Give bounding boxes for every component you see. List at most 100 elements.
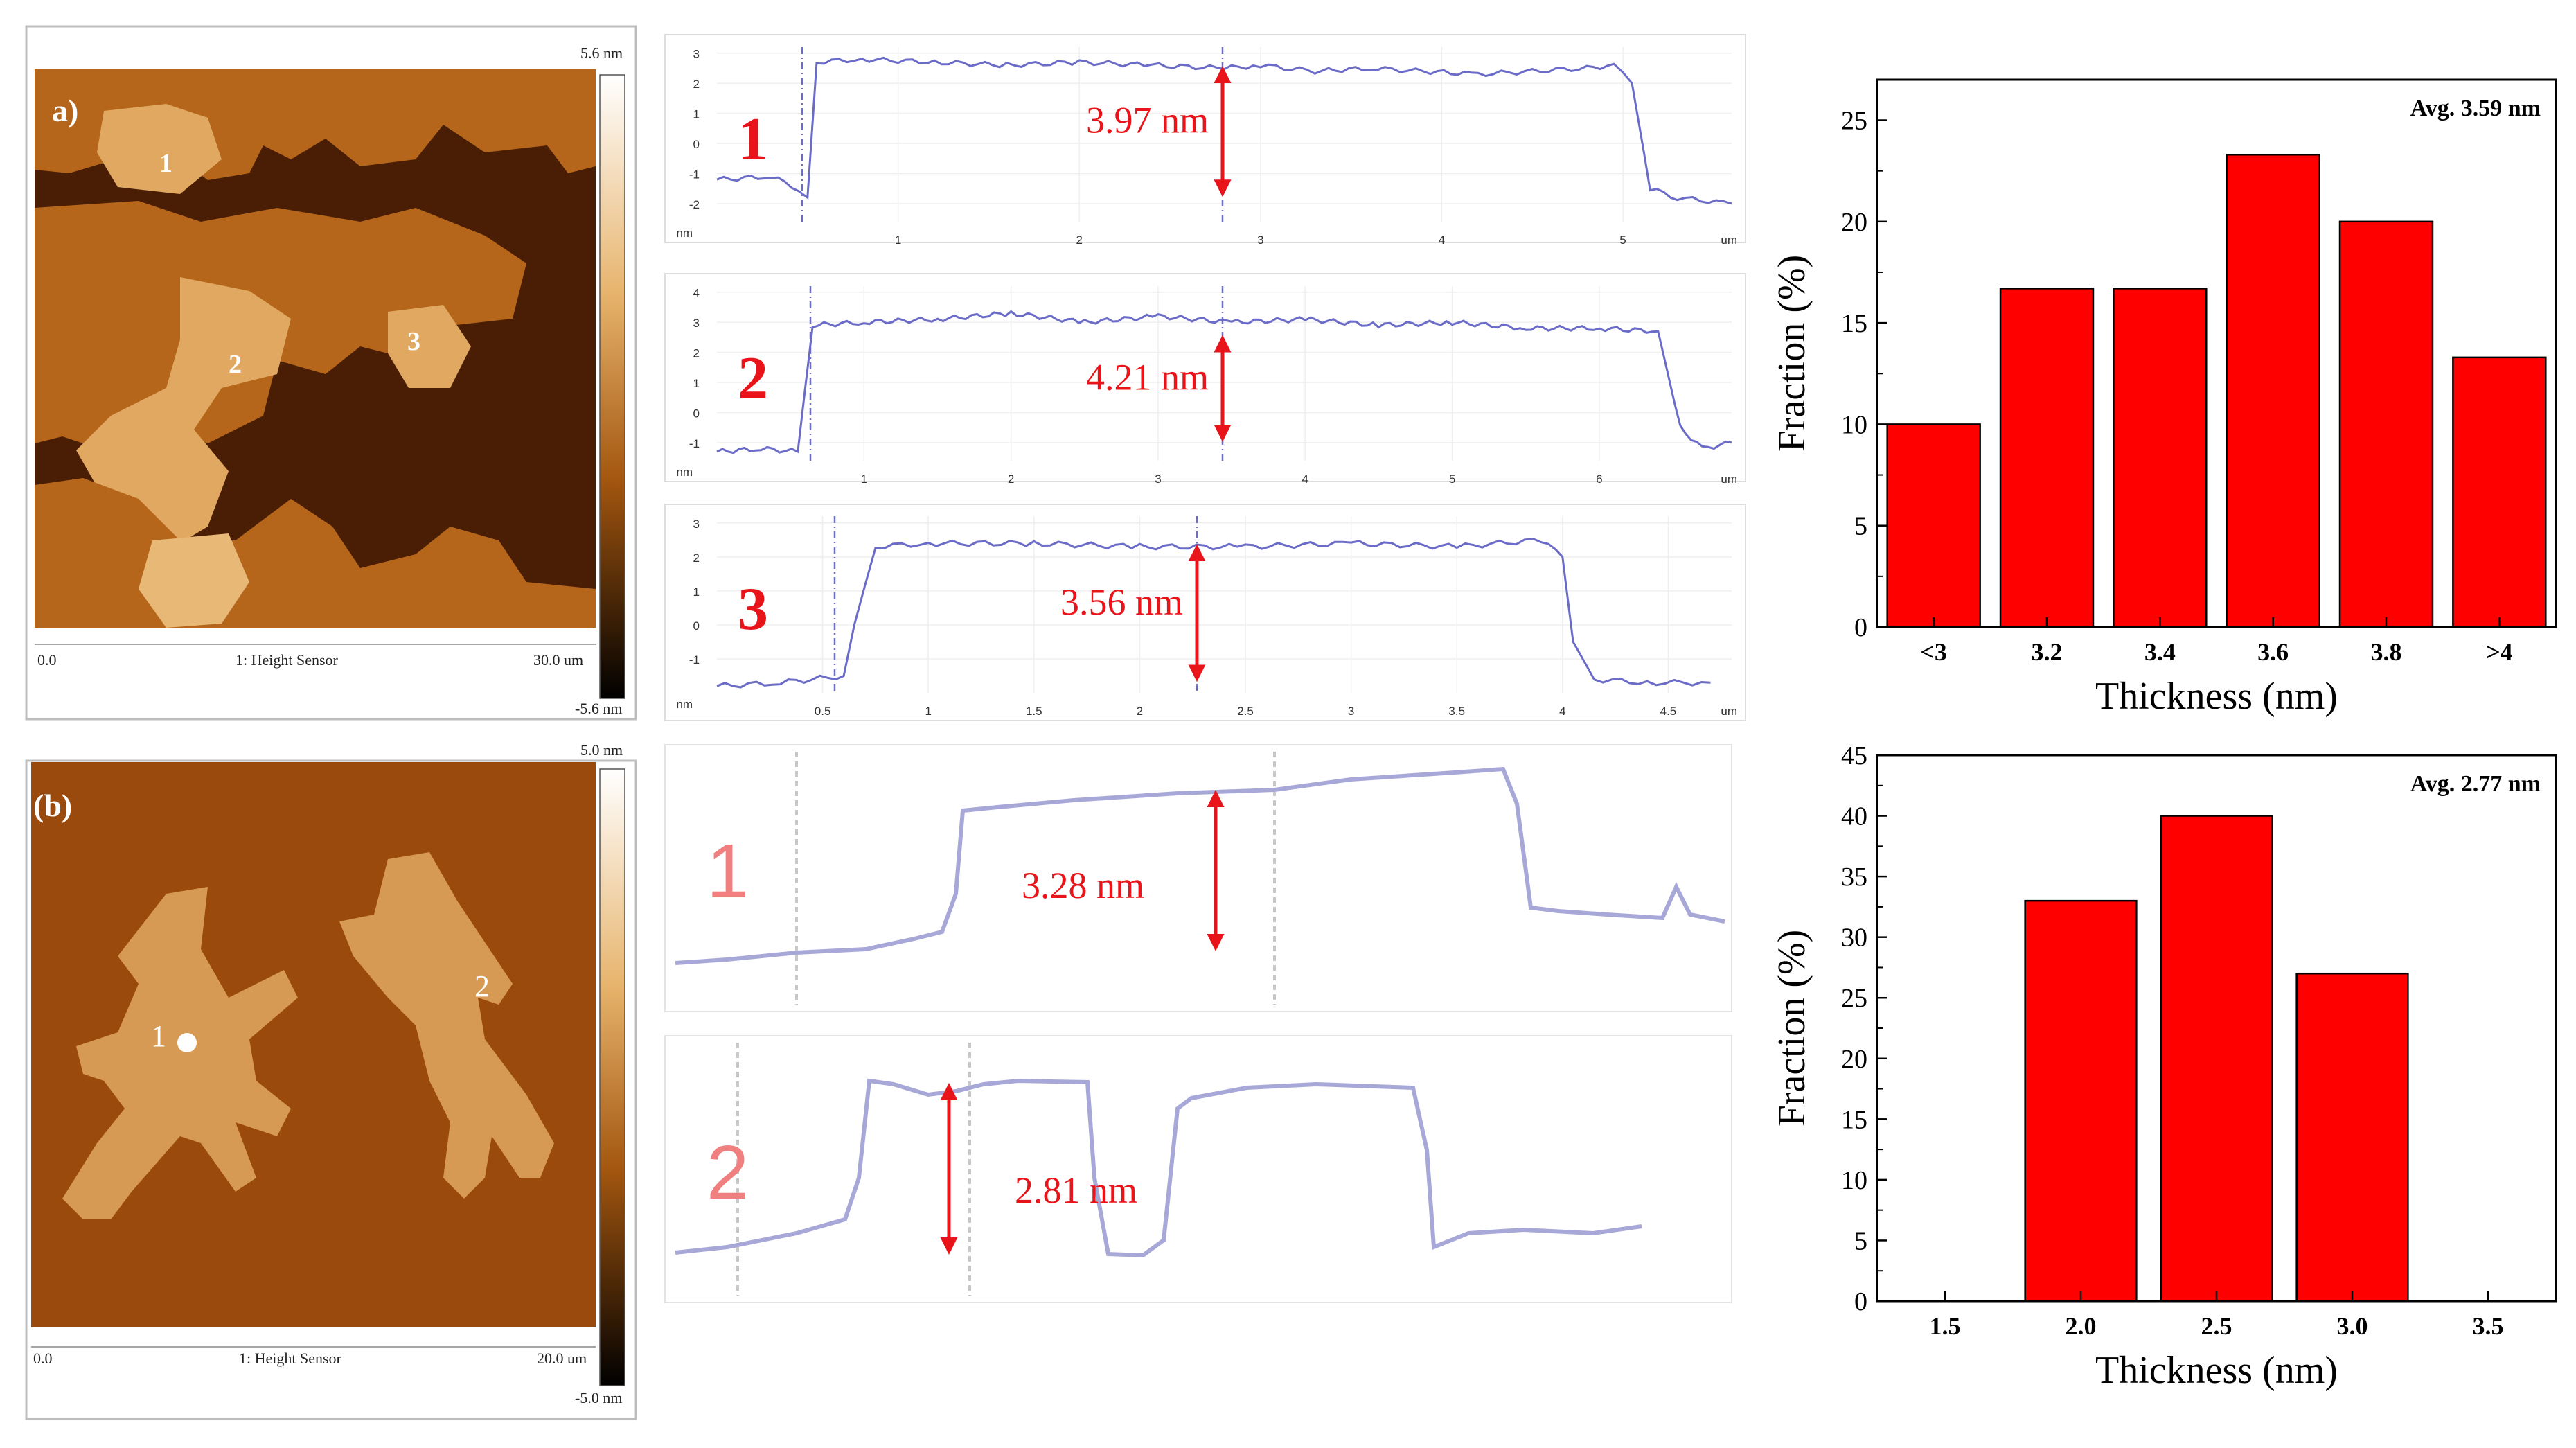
thickness-histogram-a: 0 5 10 15 20 25 <3 3.2 3.4 3.6 3.8 >4 Avg. 3.59 nm Th… bbox=[1770, 78, 2557, 718]
profile-curve bbox=[716, 537, 1711, 689]
profile-id-label: 2 bbox=[738, 345, 768, 412]
histogram-x-tick: 2.5 bbox=[2201, 1312, 2232, 1340]
histogram-y-tick: 45 bbox=[1841, 741, 1867, 770]
histogram-y-tick: 25 bbox=[1841, 107, 1867, 136]
afm-region-label-1: 1 bbox=[159, 149, 172, 178]
histogram-y-tick: 25 bbox=[1841, 984, 1867, 1013]
profile-b1-id: 1 bbox=[707, 829, 749, 914]
histogram-x-tick: 3.4 bbox=[2144, 638, 2176, 666]
histogram-ylabel: Fraction (%) bbox=[1770, 255, 1813, 452]
histogram-bar bbox=[2160, 815, 2273, 1303]
profile-y-tick: -1 bbox=[689, 168, 700, 181]
profile-x-tick: 4 bbox=[1439, 233, 1445, 247]
profile-id-label: 1 bbox=[738, 106, 768, 173]
afm-region-label-3: 3 bbox=[407, 327, 420, 356]
histogram-xlabel: Thickness (nm) bbox=[2095, 1349, 2338, 1392]
channel-b: 1: Height Sensor bbox=[239, 1350, 342, 1367]
histogram-ylabel: Fraction (%) bbox=[1770, 930, 1813, 1127]
profile-x-tick: 3 bbox=[1348, 705, 1354, 718]
histogram-x-tick: 3.8 bbox=[2371, 638, 2402, 666]
histogram-x-tick: 3.2 bbox=[2032, 638, 2063, 666]
profile-x-tick: 5 bbox=[1449, 473, 1455, 486]
histogram-y-tick: 40 bbox=[1841, 802, 1867, 831]
profile-y-tick: -1 bbox=[689, 437, 700, 450]
profile-x-unit: um bbox=[1721, 473, 1737, 486]
axis-end-b: 20.0 um bbox=[537, 1350, 587, 1367]
histogram-bar bbox=[2338, 220, 2434, 628]
profile-x-tick: 1 bbox=[925, 705, 931, 718]
profile-curve bbox=[716, 310, 1732, 454]
profile-y-unit: nm bbox=[676, 227, 693, 240]
histogram-bar bbox=[1999, 288, 2095, 628]
histogram-bar bbox=[2024, 899, 2138, 1303]
step-height-label: 3.56 nm bbox=[1060, 581, 1183, 623]
step-height-b2: 2.81 nm bbox=[1015, 1169, 1137, 1211]
histogram-y-tick: 5 bbox=[1854, 512, 1867, 541]
histogram-y-tick: 5 bbox=[1854, 1226, 1867, 1255]
histogram-annotation: Avg. 3.59 nm bbox=[2410, 96, 2541, 121]
histogram-bar bbox=[2452, 356, 2547, 628]
channel-a: 1: Height Sensor bbox=[236, 651, 339, 669]
afm-region-label-2: 2 bbox=[229, 350, 242, 379]
profile-x-tick: 0.5 bbox=[815, 705, 831, 718]
profile-y-tick: 2 bbox=[693, 551, 700, 565]
profile-y-tick: 2 bbox=[693, 78, 700, 91]
profile-frame bbox=[664, 504, 1746, 721]
profile-y-tick: 3 bbox=[693, 317, 700, 330]
profile-y-tick: 2 bbox=[693, 347, 700, 360]
profile-y-tick: 4 bbox=[693, 287, 700, 300]
profile-b2: 2 2.81 nm bbox=[664, 1035, 1732, 1303]
histogram-y-tick: 0 bbox=[1854, 613, 1867, 642]
profile-a2: 4 3 2 1 0 -1 nm 1 2 3 4 5 6 um 2 4.21 nm bbox=[664, 273, 1746, 486]
profile-a1: 3 2 1 0 -1 -2 nm 1 2 3 4 5 um 1 3.97 nm bbox=[664, 34, 1746, 247]
profile-x-tick: 1 bbox=[861, 473, 867, 486]
profile-y-tick: -2 bbox=[689, 198, 700, 211]
histogram-y-tick: 35 bbox=[1841, 863, 1867, 892]
profile-x-tick: 2 bbox=[1076, 233, 1082, 247]
profile-x-tick: 3 bbox=[1257, 233, 1263, 247]
profile-x-tick: 1.5 bbox=[1026, 705, 1042, 718]
profile-y-tick: 0 bbox=[693, 138, 700, 151]
height-profiles-a: 3 2 1 0 -1 -2 nm 1 2 3 4 5 um 1 3.97 nm 4 3 2 1 0 -1 nm 1 2 3 4 5 6… bbox=[664, 34, 1746, 721]
profile-y-tick: 1 bbox=[693, 377, 700, 390]
scale-min-b: -5.0 nm bbox=[575, 1389, 622, 1406]
histogram-bar bbox=[2113, 288, 2208, 628]
profile-y-tick: 0 bbox=[693, 619, 700, 633]
profile-x-unit: um bbox=[1721, 705, 1737, 718]
profile-y-tick: 1 bbox=[693, 585, 700, 599]
profile-y-tick: 3 bbox=[693, 518, 700, 531]
histogram-x-tick: 3.5 bbox=[2473, 1312, 2504, 1340]
profile-x-tick: 2 bbox=[1008, 473, 1014, 486]
scale-min-a: -5.6 nm bbox=[575, 700, 622, 717]
histogram-y-tick: 30 bbox=[1841, 924, 1867, 953]
axis-start-b: 0.0 bbox=[33, 1350, 53, 1367]
profile-a3: 3 2 1 0 -1 nm 0.5 1 1.5 2 2.5 3 3.5 4 4.5 um 3 3.56 nm bbox=[664, 504, 1746, 721]
histogram-y-tick: 20 bbox=[1841, 1045, 1867, 1074]
scale-max-a: 5.6 nm bbox=[580, 44, 623, 62]
profile-x-tick: 3.5 bbox=[1448, 705, 1465, 718]
panel-label-b: (b) bbox=[33, 788, 72, 823]
profile-frame bbox=[664, 273, 1746, 482]
histogram-x-tick: 3.0 bbox=[2337, 1312, 2368, 1340]
profile-x-unit: um bbox=[1721, 233, 1737, 247]
profile-x-tick: 3 bbox=[1155, 473, 1161, 486]
profile-x-tick: 4 bbox=[1559, 705, 1565, 718]
step-height-label: 3.97 nm bbox=[1086, 100, 1209, 141]
profile-x-tick: 4.5 bbox=[1660, 705, 1677, 718]
thickness-histogram-b: 0 5 10 15 20 25 30 35 40 45 1.5 2.0 2.5 3.0 3.5 Avg. 2.… bbox=[1770, 741, 2557, 1392]
histogram-bar bbox=[1886, 423, 1981, 628]
afm-region-label-b1: 1 bbox=[151, 1019, 166, 1053]
profile-y-unit: nm bbox=[676, 466, 693, 479]
color-scale-bar-b bbox=[599, 768, 625, 1386]
profile-x-tick: 4 bbox=[1302, 473, 1308, 486]
histogram-x-tick: 3.6 bbox=[2257, 638, 2289, 666]
histogram-y-tick: 15 bbox=[1841, 1105, 1867, 1134]
height-profiles-b: 1 3.28 nm 2 2.81 nm bbox=[664, 744, 1732, 1303]
profile-x-tick: 6 bbox=[1596, 473, 1602, 486]
histogram-y-tick: 15 bbox=[1841, 309, 1867, 338]
histogram-x-tick: >4 bbox=[2486, 638, 2513, 666]
profile-y-unit: nm bbox=[676, 698, 693, 711]
afm-region-label-b2: 2 bbox=[474, 969, 490, 1003]
histogram-annotation: Avg. 2.77 nm bbox=[2410, 771, 2541, 797]
